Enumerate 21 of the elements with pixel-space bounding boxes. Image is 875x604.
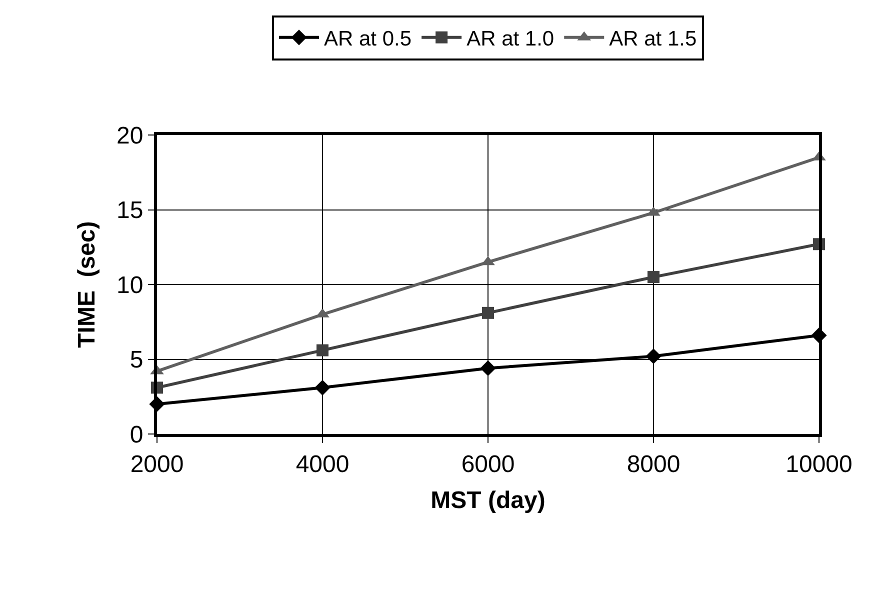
y-tick-label: 10 (116, 272, 144, 299)
y-tick-label: 20 (116, 122, 144, 150)
point (482, 306, 494, 319)
legend-label: AR at 1.5 (609, 28, 697, 51)
point (480, 360, 496, 376)
legend-label: AR at 0.5 (324, 28, 412, 51)
point (646, 348, 662, 364)
point (316, 344, 328, 356)
point (648, 271, 660, 284)
x-tick-label: 6000 (461, 450, 515, 478)
y-tick-label: 15 (116, 197, 144, 224)
x-tick-label: 4000 (296, 450, 350, 478)
y-tick-label: 0 (130, 421, 144, 448)
x-axis-title: MST (day) (430, 487, 546, 514)
point (314, 380, 330, 396)
x-tick-label: 10000 (786, 450, 852, 478)
legend-label: AR at 1.0 (466, 28, 554, 51)
x-tick-label: 2000 (130, 450, 184, 478)
x-tick-label: 8000 (626, 450, 680, 478)
y-axis-title: TIME (sec) (74, 221, 101, 348)
y-tick-label: 5 (130, 346, 144, 374)
